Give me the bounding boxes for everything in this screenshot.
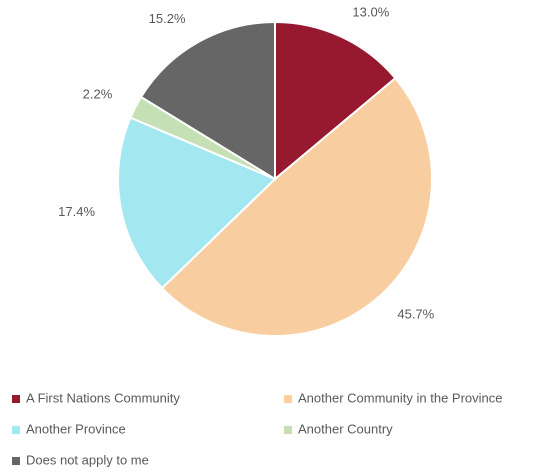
data-label: 2.2% bbox=[83, 87, 113, 102]
pie-slice bbox=[139, 20, 276, 181]
legend-label: Does not apply to me bbox=[26, 452, 149, 467]
legend-swatch bbox=[284, 395, 292, 403]
pie-slice bbox=[160, 76, 433, 337]
data-label: 17.4% bbox=[58, 204, 95, 219]
legend-label: Another Province bbox=[26, 421, 126, 436]
data-label: 45.7% bbox=[397, 307, 434, 322]
legend-swatch bbox=[284, 426, 292, 434]
data-label: 13.0% bbox=[352, 5, 389, 20]
data-label: 15.2% bbox=[149, 11, 186, 26]
legend-label: Another Community in the Province bbox=[298, 390, 502, 405]
legend-label: Another Country bbox=[298, 421, 393, 436]
legend-label: A First Nations Community bbox=[26, 390, 180, 405]
legend-swatch bbox=[12, 457, 20, 465]
legend-swatch bbox=[12, 395, 20, 403]
pie-slice bbox=[274, 20, 397, 182]
legend-swatch bbox=[12, 426, 20, 434]
pie-slice bbox=[117, 116, 277, 290]
